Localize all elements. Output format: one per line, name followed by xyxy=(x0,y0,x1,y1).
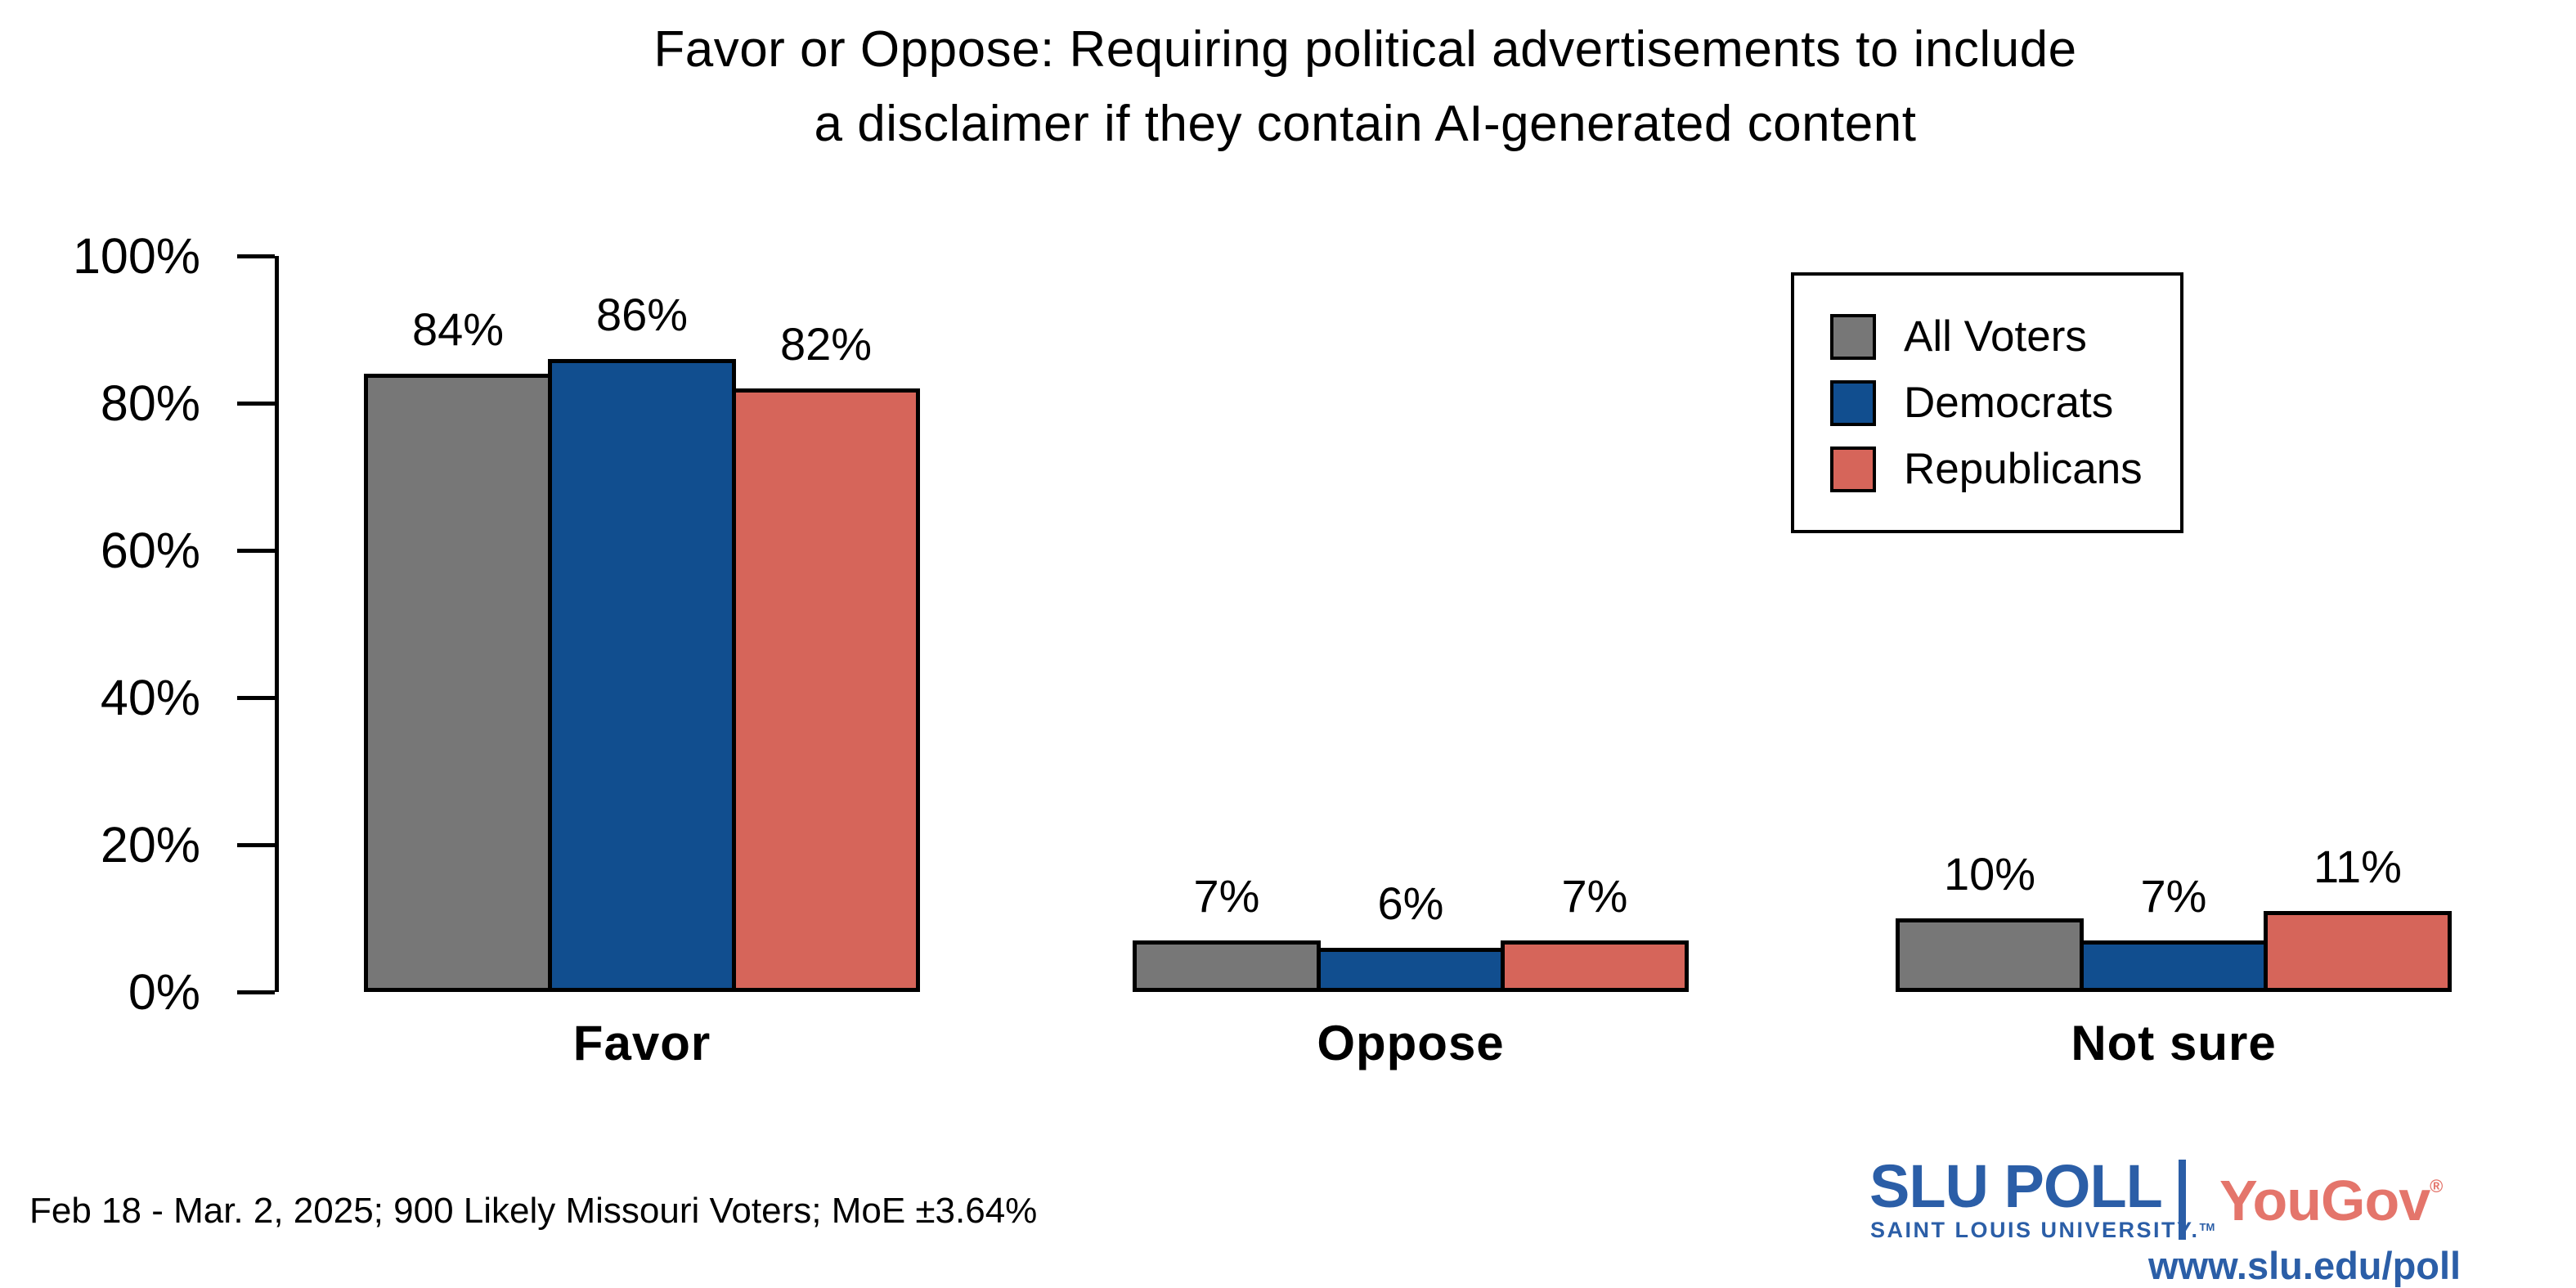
y-axis-tick xyxy=(237,548,275,553)
bar-value-label: 7% xyxy=(1561,870,1628,922)
bar-value-label: 84% xyxy=(411,303,505,355)
legend-label-republicans: Republicans xyxy=(1904,445,2143,493)
legend-item-democrats: Democrats xyxy=(1830,378,2143,428)
slu-poll-logo-text: SLU POLL xyxy=(1869,1152,2163,1220)
bar-group-favor: 84% 86% 82% Favor xyxy=(364,256,920,1070)
category-label-oppose: Oppose xyxy=(1317,1016,1505,1070)
logo-divider-bar xyxy=(2179,1160,2186,1240)
slu-poll-url: www.slu.edu/poll xyxy=(2148,1244,2462,1287)
bar-democrats xyxy=(2080,940,2268,992)
plot-area: 0% 20% 40% 60% 80% 100% 84% 86% 82% Favor 7% 6% 7% Op… xyxy=(73,228,2460,1070)
y-axis-tick xyxy=(237,990,275,994)
slu-trademark: TM xyxy=(2199,1221,2215,1233)
chart-title-line1: Favor or Oppose: Requiring political adv… xyxy=(653,21,2077,78)
y-axis-tick-label: 40% xyxy=(100,670,200,725)
bar-all-voters xyxy=(1896,918,2084,992)
survey-footnote: Feb 18 - Mar. 2, 2025; 900 Likely Missou… xyxy=(29,1191,1038,1231)
chart-title-line2: a disclaimer if they contain AI-generate… xyxy=(814,95,1917,152)
bar-republicans xyxy=(1501,940,1689,992)
y-axis-tick-label: 100% xyxy=(72,228,200,284)
y-axis-tick xyxy=(237,695,275,700)
bar-democrats xyxy=(548,359,736,992)
slu-university-text: SAINT LOUIS UNIVERSITY.TM xyxy=(1870,1218,2215,1243)
bar-republicans xyxy=(2264,911,2452,992)
legend-swatch-democrats xyxy=(1830,379,1876,426)
bar-all-voters xyxy=(364,374,552,992)
y-axis-tick-label: 20% xyxy=(100,817,200,873)
legend-swatch-all-voters xyxy=(1830,313,1876,360)
bar-all-voters xyxy=(1133,940,1321,992)
bar-group-not-sure: 10% 7% 11% Not sure xyxy=(1896,256,2452,1070)
category-label-not-sure: Not sure xyxy=(2071,1016,2277,1070)
bar-group-oppose: 7% 6% 7% Oppose xyxy=(1133,256,1689,1070)
legend-label-democrats: Democrats xyxy=(1904,379,2114,427)
y-axis-tick-label: 0% xyxy=(128,964,200,1020)
chart-title: Favor or Oppose: Requiring political adv… xyxy=(275,13,2456,161)
legend: All Voters Democrats Republicans xyxy=(1791,272,2183,533)
legend-label-all-voters: All Voters xyxy=(1904,312,2087,361)
bar-value-label: 82% xyxy=(779,318,873,370)
bar-value-label: 7% xyxy=(1193,870,1260,922)
bar-value-label: 10% xyxy=(1943,848,2036,900)
yougov-logo-text: YouGov xyxy=(2219,1169,2430,1232)
bar-republicans xyxy=(732,388,920,992)
bar-value-label: 86% xyxy=(595,289,689,340)
y-axis-tick xyxy=(237,401,275,406)
y-axis-tick-label: 80% xyxy=(100,375,200,431)
slu-university-label: SAINT LOUIS UNIVERSITY. xyxy=(1870,1218,2200,1242)
bar-value-label: 6% xyxy=(1377,877,1444,929)
y-axis-tick-label: 60% xyxy=(100,523,200,578)
category-label-favor: Favor xyxy=(572,1016,711,1070)
legend-swatch-republicans xyxy=(1830,446,1876,492)
bar-democrats xyxy=(1317,948,1505,992)
yougov-logo: YouGov® xyxy=(2219,1168,2443,1233)
y-axis-tick xyxy=(237,842,275,847)
y-axis-tick xyxy=(237,254,275,258)
legend-item-republicans: Republicans xyxy=(1830,444,2143,494)
yougov-registered-mark: ® xyxy=(2430,1176,2443,1196)
bar-value-label: 11% xyxy=(2313,841,2402,892)
legend-item-all-voters: All Voters xyxy=(1830,312,2143,361)
slu-poll-logo: SLU POLL xyxy=(1869,1151,2163,1221)
bar-value-label: 7% xyxy=(2140,870,2207,922)
